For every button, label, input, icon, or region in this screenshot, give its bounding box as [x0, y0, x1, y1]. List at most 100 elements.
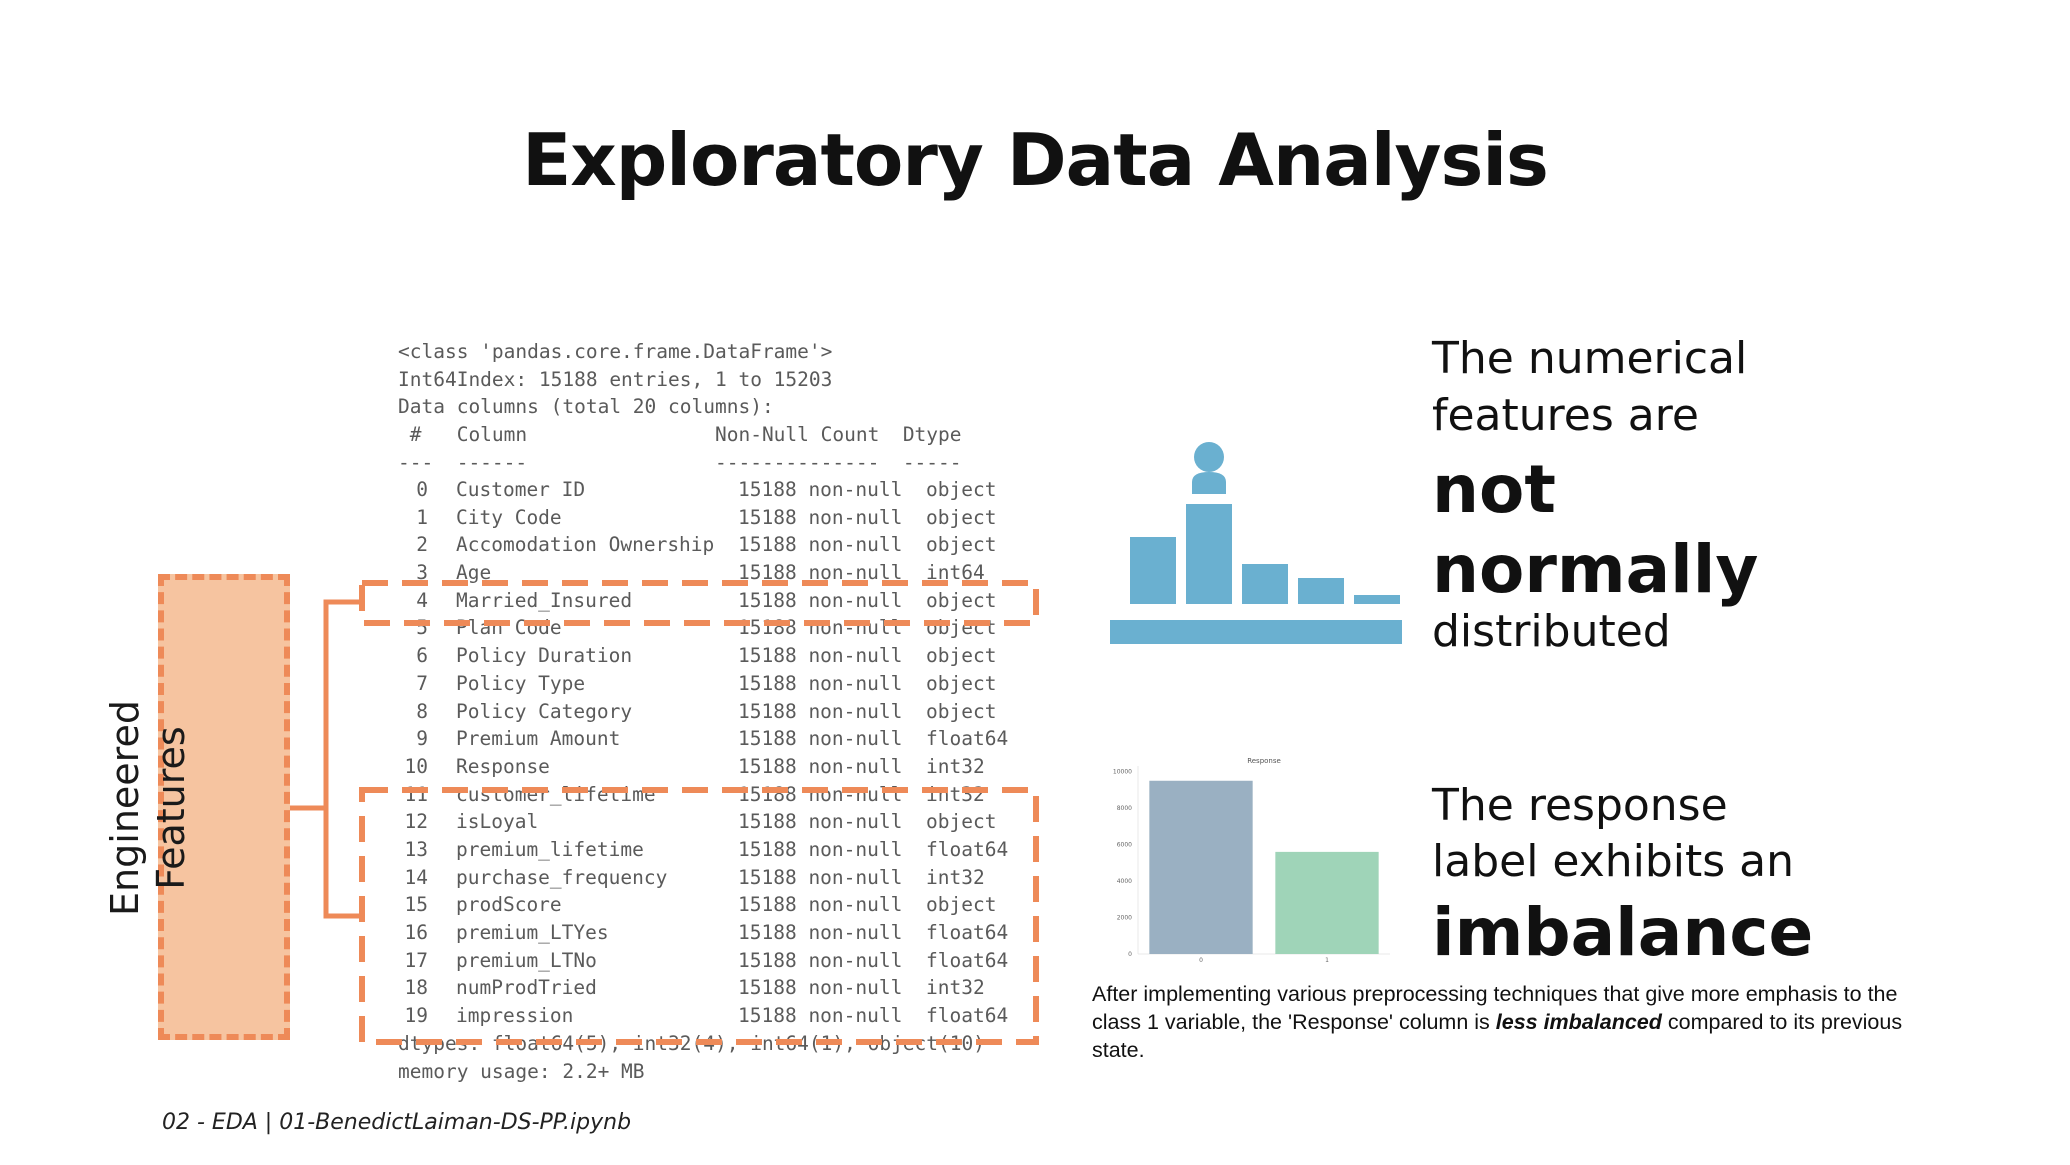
insight2-lead: The response label exhibits an: [1432, 778, 1872, 890]
row-index: 14: [404, 865, 428, 889]
row-index: 13: [404, 837, 428, 861]
row-dtype: int32: [926, 754, 985, 778]
engineered-features-box: [158, 574, 290, 1040]
row-dtype: object: [926, 810, 997, 834]
row-index: 8: [416, 699, 428, 723]
insight1-tail: distributed: [1432, 606, 1671, 657]
insight1-emphasis: not normally: [1432, 450, 1758, 610]
code-header-line: Int64Index: 15188 entries, 1 to 15203: [398, 367, 833, 391]
insight2-lead-line1: The response: [1432, 780, 1728, 831]
row-dtype: object: [926, 533, 997, 557]
highlight-married-insured: [359, 580, 1039, 626]
row-dtype: object: [926, 671, 997, 695]
row-index: 9: [416, 727, 428, 751]
x-tick-label: 1: [1325, 957, 1329, 964]
row-column: premium_lifetime: [456, 837, 644, 861]
row-count: 15188 non-null: [738, 505, 903, 529]
row-count: 15188 non-null: [738, 671, 903, 695]
row-count: 15188 non-null: [738, 1004, 903, 1028]
row-dtype: float64: [926, 837, 1009, 861]
note-emphasis: less imbalanced: [1495, 1010, 1662, 1034]
response-note: After implementing various preprocessing…: [1092, 980, 1932, 1064]
row-count: 15188 non-null: [738, 616, 903, 640]
row-count: 15188 non-null: [738, 478, 903, 501]
code-footer-line: memory usage: 2.2+ MB: [398, 1059, 645, 1083]
row-column: Premium Amount: [456, 727, 621, 751]
row-dtype: int32: [926, 865, 985, 889]
code-header-line: Data columns (total 20 columns):: [398, 395, 774, 419]
row-column: City Code: [456, 505, 562, 529]
row-count: 15188 non-null: [738, 865, 903, 889]
row-count: 15188 non-null: [738, 588, 903, 612]
row-dtype: int32: [926, 976, 985, 1000]
highlight-engineered-rows: [359, 787, 1039, 1045]
row-count: 15188 non-null: [738, 533, 903, 557]
row-index: 1: [416, 505, 428, 529]
y-tick-label: 2000: [1117, 915, 1132, 922]
row-count: 15188 non-null: [738, 948, 903, 972]
chart-title: Response: [1247, 757, 1281, 765]
x-tick-label: 0: [1199, 957, 1203, 964]
row-index: 4: [416, 588, 428, 612]
row-dtype: float64: [926, 921, 1009, 944]
footer-filename: 02 - EDA | 01-BenedictLaiman-DS-PP.ipynb: [162, 1110, 632, 1135]
row-count: 15188 non-null: [738, 561, 903, 585]
insight2-lead-line2: label exhibits an: [1432, 836, 1795, 887]
row-dtype: float64: [926, 1004, 1009, 1028]
row-column: premium_LTYes: [456, 921, 609, 944]
row-column: Married_Insured: [456, 588, 633, 612]
row-column: Policy Type: [456, 671, 586, 695]
row-column: numProdTried: [456, 976, 597, 1000]
row-count: 15188 non-null: [738, 921, 903, 944]
row-dtype: object: [926, 588, 997, 612]
row-dtype: object: [926, 644, 997, 668]
row-column: impression: [456, 1004, 574, 1028]
page-title: Exploratory Data Analysis: [522, 118, 1549, 202]
row-column: Response: [456, 754, 550, 778]
row-dtype: object: [926, 699, 997, 723]
row-index: 0: [416, 478, 428, 501]
row-index: 16: [404, 921, 428, 944]
row-column: prodScore: [456, 893, 562, 917]
insight1-emph-line2: normally: [1432, 531, 1759, 608]
row-index: 10: [404, 754, 428, 778]
response-bar-chart: Response 0 2000 4000 6000 8000 10000 0 1: [1113, 757, 1390, 964]
row-count: 15188 non-null: [738, 810, 903, 834]
row-count: 15188 non-null: [738, 837, 903, 861]
insight1-lead-line1: The numerical: [1432, 333, 1748, 384]
histogram-person-icon: [1110, 442, 1402, 644]
y-tick-label: 4000: [1117, 878, 1132, 885]
row-index: 18: [404, 976, 428, 1000]
row-count: 15188 non-null: [738, 976, 903, 1000]
code-header-line: --- ------ -------------- -----: [398, 450, 985, 474]
row-column: Policy Duration: [456, 644, 633, 668]
row-index: 15: [404, 893, 428, 917]
row-count: 15188 non-null: [738, 644, 903, 668]
row-dtype: float64: [926, 948, 1009, 972]
row-index: 7: [416, 671, 428, 695]
code-header-line: # Column Non-Null Count Dtype: [398, 423, 985, 447]
note-text-start: After implementing various preprocessing…: [1092, 982, 1898, 1034]
insight1-lead-line2: features are: [1432, 390, 1699, 441]
row-column: purchase_frequency: [456, 865, 668, 889]
y-tick-label: 0: [1128, 951, 1132, 958]
insight1-emph-line1: not: [1432, 451, 1556, 528]
note-text-end: compared to its previous state.: [1092, 1010, 1903, 1062]
code-header: <class 'pandas.core.frame.DataFrame'> Int…: [398, 338, 985, 477]
code-header-line: <class 'pandas.core.frame.DataFrame'>: [398, 340, 833, 363]
row-dtype: float64: [926, 727, 1009, 751]
bar-0: [1149, 780, 1253, 954]
row-index: 5: [416, 616, 428, 640]
row-index: 17: [404, 948, 428, 972]
insight2-emphasis: imbalance: [1432, 894, 1814, 971]
row-column: Customer ID: [456, 478, 586, 501]
row-column: Policy Category: [456, 699, 633, 723]
y-tick-label: 8000: [1117, 805, 1132, 812]
row-index: 12: [404, 810, 428, 834]
bracket-connector: [290, 599, 362, 919]
row-column: premium_LTNo: [456, 948, 597, 972]
row-count: 15188 non-null: [738, 754, 903, 778]
row-index: 2: [416, 533, 428, 557]
row-index: 3: [416, 561, 428, 585]
row-dtype: object: [926, 478, 997, 501]
